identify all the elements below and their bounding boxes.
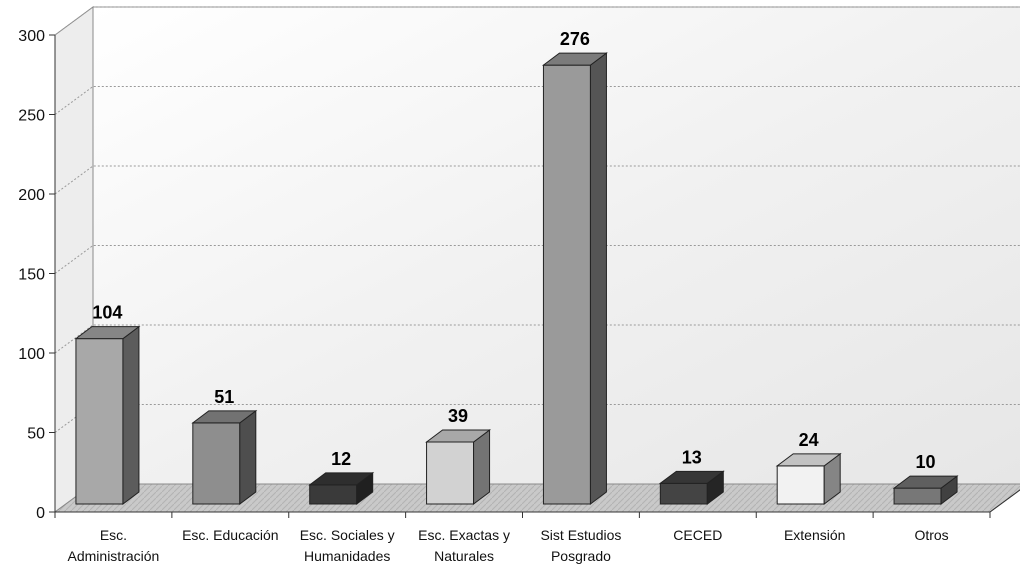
bar-top — [658, 470, 725, 484]
bar — [75, 338, 124, 505]
bar-top — [191, 410, 258, 424]
x-tick-label: CECED — [673, 527, 722, 543]
y-tick-label: 150 — [18, 267, 45, 284]
data-label: 51 — [214, 387, 234, 407]
data-label: 39 — [448, 406, 468, 426]
data-label: 13 — [682, 447, 702, 467]
y-tick-label: 200 — [18, 187, 45, 204]
bar — [659, 482, 708, 505]
x-tick-label: Extensión — [784, 527, 845, 543]
bar — [776, 465, 825, 505]
data-label: 12 — [331, 449, 351, 469]
y-tick-label: 0 — [36, 505, 45, 522]
bar — [893, 487, 942, 505]
y-tick-label: 300 — [18, 28, 45, 45]
x-tick-label: Posgrado — [551, 548, 611, 564]
x-tick-label: Administración — [68, 548, 160, 564]
y-tick-label: 100 — [18, 346, 45, 363]
y-tick-label: 250 — [18, 108, 45, 125]
plot-area: 0 50 100 150 200 250 300 104 Esc. Administración 5… — [18, 6, 1020, 564]
x-tick-label: Esc. Sociales y — [300, 527, 395, 543]
x-tick-label: Esc. Educación — [182, 527, 279, 543]
bar — [426, 441, 475, 505]
bar — [309, 484, 358, 505]
bar-side — [122, 325, 140, 505]
x-tick-label: Otros — [914, 527, 948, 543]
bar-side — [239, 409, 257, 505]
x-tick-label: Esc. — [100, 527, 127, 543]
data-label: 10 — [916, 452, 936, 472]
data-label: 24 — [799, 430, 819, 450]
bar-top — [425, 429, 492, 443]
x-tick-label: Naturales — [434, 548, 494, 564]
x-tick-label: Esc. Exactas y — [418, 527, 510, 543]
bar-top — [308, 472, 375, 486]
bar-top — [541, 52, 608, 66]
bar-side — [589, 52, 607, 505]
bar-side — [473, 428, 491, 505]
bar-top — [775, 453, 842, 467]
bar-top — [892, 475, 959, 489]
bar — [192, 422, 241, 505]
data-label: 104 — [92, 303, 122, 323]
data-label: 276 — [560, 29, 590, 49]
x-tick-label: Sist Estudios — [540, 527, 621, 543]
x-tick-label: Humanidades — [304, 548, 390, 564]
y-tick-label: 50 — [27, 426, 45, 443]
bar-top — [74, 326, 141, 340]
bar — [542, 64, 591, 505]
x-axis-depth — [989, 489, 1020, 513]
